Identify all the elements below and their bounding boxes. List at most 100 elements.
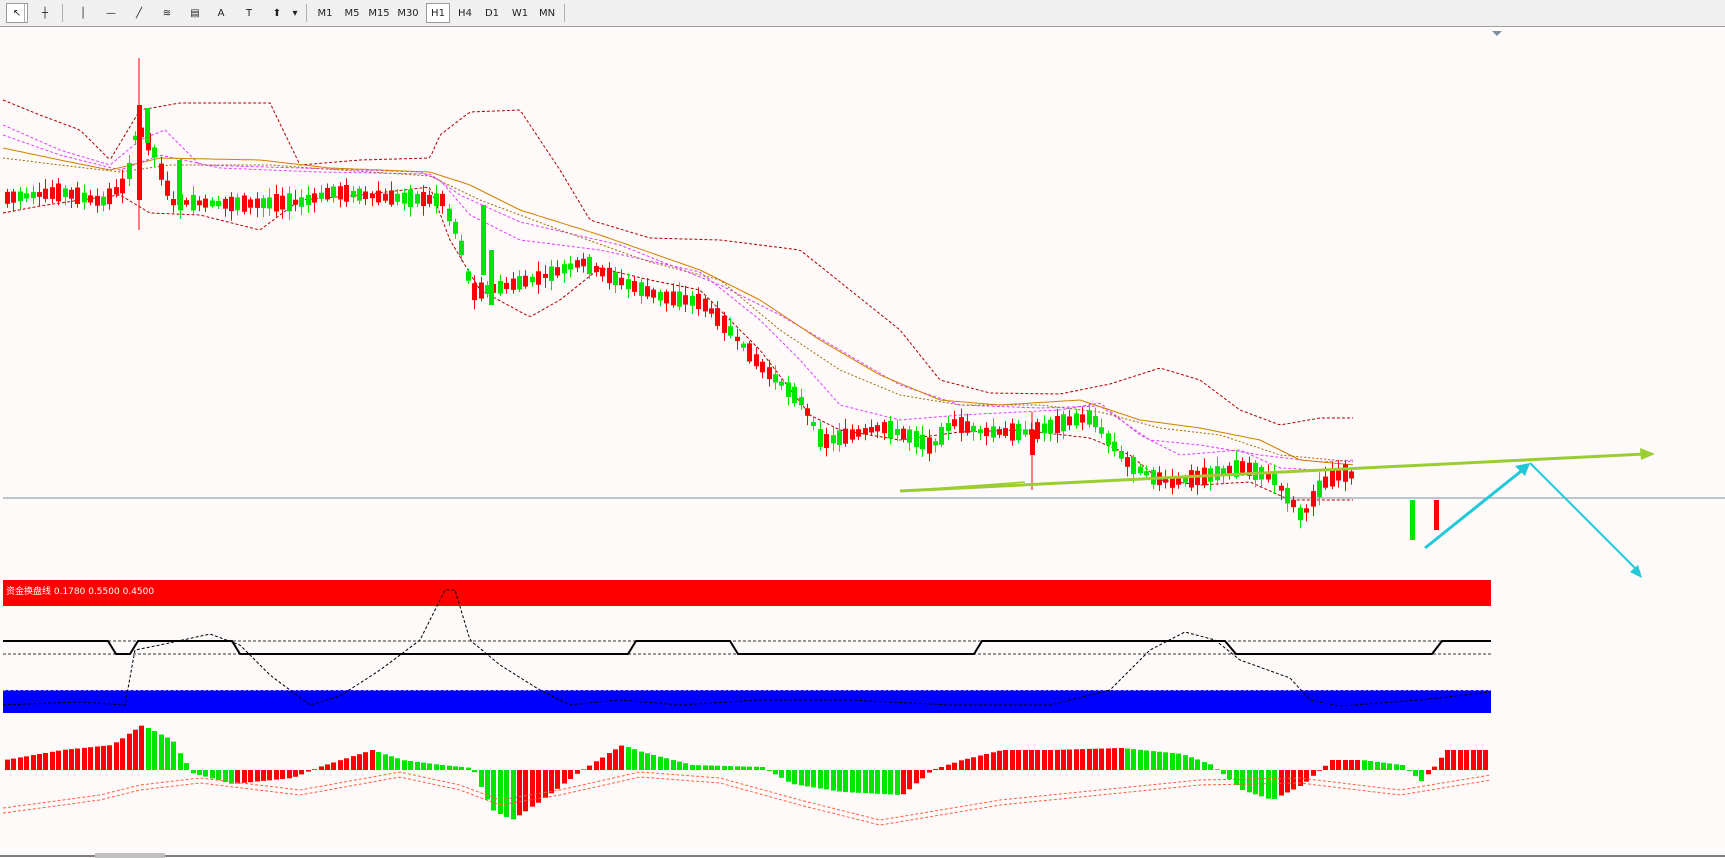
histogram-bar [344,758,349,770]
histogram-bar [1240,770,1245,790]
candle-body [882,422,887,434]
chart-shift-icon [1492,31,1502,36]
histogram-bar [741,766,746,770]
histogram-bar [1439,757,1444,770]
histogram-bar [107,745,112,770]
histogram-bar [312,769,317,770]
timeframe-m15-button[interactable]: M15 [368,7,390,19]
candle-body [1138,466,1143,474]
candle-body [1176,477,1181,485]
histogram-bar [1093,748,1098,770]
candle-body [946,423,951,431]
candle-body [114,187,119,195]
candle-body [581,258,586,267]
histogram-bar [728,766,733,770]
timeframe-h4-button[interactable]: H4 [458,7,472,19]
histogram-bar [1253,770,1258,795]
horizontal-line-icon[interactable]: — [106,7,116,19]
histogram-bar [331,762,336,770]
histogram-bar [127,733,132,770]
histogram-bar [779,770,784,778]
chevron-down-icon[interactable]: ▾ [292,7,298,19]
candle-body [363,191,368,199]
histogram-bar [984,754,989,770]
candle-body [511,278,516,290]
candle-body [1291,499,1296,508]
candle-body [639,282,644,296]
timeframe-mn-button[interactable]: MN [538,7,556,19]
candle-body [555,267,560,276]
candle-body [543,273,548,278]
candle-body [536,271,541,285]
timeframe-w1-button[interactable]: W1 [511,7,529,19]
histogram-bar [338,760,343,770]
candle-body [568,263,573,270]
histogram-bar [1215,769,1220,770]
candle-body [811,422,816,426]
fibonacci-icon[interactable]: ≋ [162,7,172,19]
histogram-bar [696,765,701,770]
candle-body [255,198,260,208]
moving-average-line [2,147,1354,466]
candle-body [325,188,330,200]
candle-body [690,295,695,306]
histogram-bar [184,763,189,770]
timeframe-m1-button[interactable]: M1 [317,7,333,19]
histogram-bar [991,752,996,771]
candle-body [107,188,112,205]
candle-body [1067,416,1072,426]
candle-body [1343,464,1348,482]
histogram-bar [671,760,676,770]
scrollbar-thumb [95,853,165,858]
histogram-bar [1227,770,1232,780]
candle-body [1010,423,1015,441]
histogram-bar [831,770,836,791]
cursor-arrow-icon[interactable]: ↖ [6,3,28,23]
candle-body [1055,416,1060,433]
candle-body [319,192,324,199]
histogram-bar [907,770,912,790]
shapes-icon[interactable]: ⬆ [272,7,282,19]
candle-body [344,185,349,202]
candle-body [619,277,624,286]
text-icon[interactable]: A [217,7,225,19]
histogram-bar [536,770,541,803]
histogram-bar [555,770,560,789]
histogram-bar [50,751,55,770]
histogram-bar [159,734,164,770]
fibonacci-fan-icon[interactable]: ▤ [190,7,200,19]
histogram-bar [594,761,599,771]
trendline-icon[interactable]: ╱ [135,7,143,19]
candle-body [69,189,74,199]
histogram-bar [1375,761,1380,770]
histogram-bar [472,770,477,773]
histogram-bar [575,770,580,774]
candle-body [152,147,157,158]
timeframe-m5-button[interactable]: M5 [344,7,360,19]
text-label-icon[interactable]: T [245,7,253,19]
candle-body [575,260,580,268]
histogram-bar [581,769,586,770]
histogram-bar [280,770,285,779]
price-chart[interactable] [0,28,1725,858]
candle-body [594,266,599,272]
candle-body [408,189,413,208]
candle-body [63,188,68,197]
histogram-bar [837,770,842,792]
candle-body [203,198,208,208]
timeframe-h1-button[interactable]: H1 [426,3,450,23]
histogram-bar [165,737,170,770]
histogram-bar [1259,770,1264,797]
arrow-head [1630,565,1642,578]
candle-body [191,194,196,211]
vertical-line-icon[interactable]: │ [79,7,87,19]
timeframe-m30-button[interactable]: M30 [397,7,419,19]
histogram-bar [1016,750,1021,770]
crosshair-icon[interactable]: ┼ [41,7,49,19]
candle-body [261,198,266,209]
candle-body [177,160,182,205]
candle-body [498,281,503,294]
histogram-bar [293,770,298,777]
timeframe-d1-button[interactable]: D1 [484,7,500,19]
candle-body [1030,430,1035,455]
